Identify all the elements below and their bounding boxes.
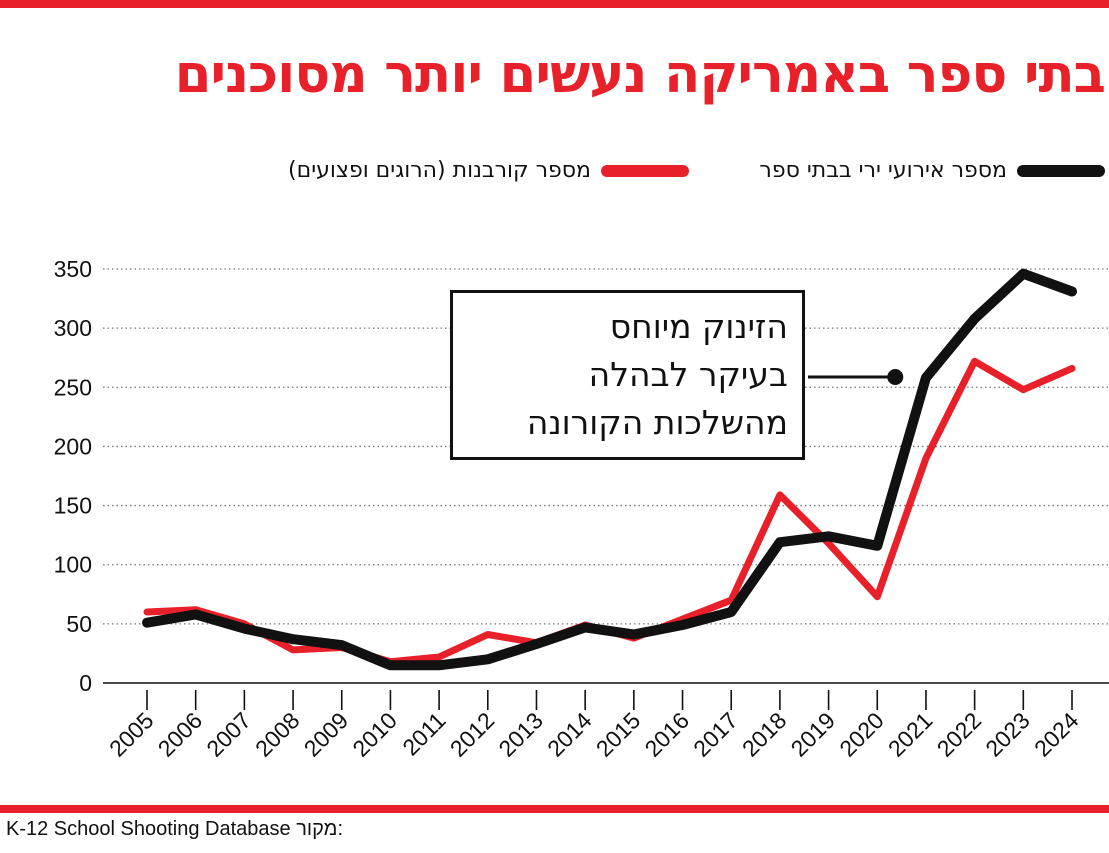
y-tick-label: 100 [54, 552, 92, 578]
annotation-box: הזינוק מיוחס בעיקר לבהלה מהשלכות הקורונה [450, 290, 805, 460]
y-tick-label: 250 [54, 374, 92, 400]
x-tick-label: 2011 [397, 707, 450, 760]
x-tick-label: 2021 [883, 707, 938, 762]
x-tick-label: 2016 [639, 707, 694, 762]
bottom-accent-bar [0, 805, 1109, 813]
y-tick-label: 0 [79, 670, 92, 696]
y-tick-label: 150 [54, 493, 92, 519]
x-tick-label: 2022 [932, 707, 987, 762]
x-tick-label: 2008 [250, 707, 305, 762]
y-tick-label: 50 [66, 611, 92, 637]
source-text: K-12 School Shooting Database [6, 818, 291, 840]
x-tick-label: 2018 [737, 707, 792, 762]
legend-swatch-victims [601, 164, 689, 177]
legend-swatch-incidents [1017, 164, 1105, 177]
x-tick-label: 2010 [347, 707, 402, 762]
x-tick-label: 2012 [445, 707, 500, 762]
annotation-line-3: מהשלכות הקורונה [526, 403, 788, 442]
annotation-line-1: הזינוק מיוחס [609, 307, 788, 346]
x-tick-label: 2023 [980, 707, 1035, 762]
x-tick-label: 2020 [834, 707, 889, 762]
source-label: מקור: [296, 818, 343, 840]
y-tick-label: 300 [54, 315, 92, 341]
x-tick-label: 2014 [542, 707, 597, 762]
y-tick-label: 200 [54, 433, 92, 459]
top-accent-bar [0, 0, 1109, 8]
x-tick-label: 2006 [153, 707, 208, 762]
x-tick-label: 2017 [688, 707, 743, 762]
x-tick-label: 2015 [591, 707, 646, 762]
annotation-line-2: בעיקר לבהלה [588, 355, 788, 394]
y-tick-label: 350 [54, 256, 92, 282]
x-tick-label: 2024 [1029, 707, 1084, 762]
legend-label-incidents: מספר אירועי ירי בבתי ספר [759, 158, 1007, 183]
x-tick-label: 2005 [104, 707, 159, 762]
x-tick-label: 2019 [786, 707, 841, 762]
x-tick-label: 2009 [299, 707, 354, 762]
x-tick-label: 2013 [493, 707, 548, 762]
source-note: K-12 School Shooting Database מקור: [6, 818, 343, 841]
legend-item-incidents: מספר אירועי ירי בבתי ספר [759, 158, 1105, 183]
x-tick-label: 2007 [201, 707, 256, 762]
legend-item-victims: מספר קורבנות (הרוגים ופצועים) [288, 158, 689, 183]
legend-label-victims: מספר קורבנות (הרוגים ופצועים) [288, 158, 591, 183]
annotation-dot [887, 369, 904, 385]
series-line-incidents [142, 268, 1077, 671]
chart-title: בתי ספר באמריקה נעשים יותר מסוכנים [174, 44, 1106, 105]
